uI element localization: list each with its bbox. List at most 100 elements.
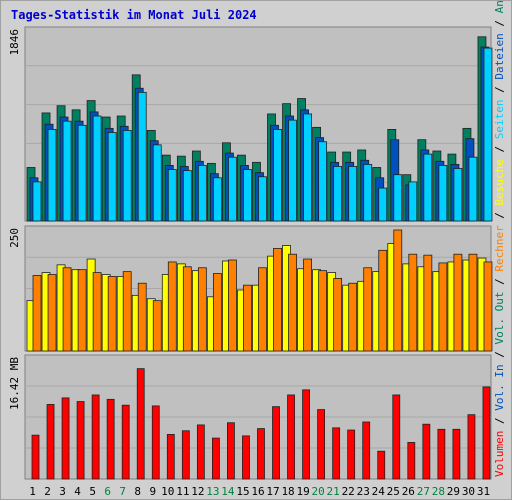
bar-seiten-30 bbox=[468, 156, 478, 222]
bar-volumen-22 bbox=[347, 429, 356, 480]
x-tick-label-28: 28 bbox=[432, 485, 445, 498]
bar-rechner-31 bbox=[483, 261, 493, 352]
bar-seiten-17 bbox=[273, 128, 282, 222]
bar-rechner-25 bbox=[393, 229, 403, 352]
bar-rechner-16 bbox=[258, 267, 267, 352]
x-tick-label-4: 4 bbox=[74, 485, 81, 498]
x-tick-label-17: 17 bbox=[266, 485, 279, 498]
bar-volumen-28 bbox=[437, 428, 446, 480]
bar-rechner-17 bbox=[273, 247, 282, 352]
bar-seiten-6 bbox=[107, 132, 117, 222]
legend-label: Anfragen bbox=[493, 1, 506, 13]
bar-volumen-4 bbox=[76, 401, 85, 480]
legend-label: Volumen bbox=[493, 431, 506, 477]
x-tick-label-13: 13 bbox=[206, 485, 219, 498]
bar-volumen-29 bbox=[452, 428, 461, 480]
x-tick-label-2: 2 bbox=[44, 485, 51, 498]
x-tick-label-21: 21 bbox=[327, 485, 340, 498]
bar-rechner-7 bbox=[122, 271, 132, 352]
bar-volumen-31 bbox=[482, 386, 491, 480]
bar-rechner-11 bbox=[182, 266, 192, 352]
bar-rechner-5 bbox=[92, 272, 102, 352]
legend-label: / bbox=[493, 80, 506, 100]
bar-seiten-27 bbox=[423, 153, 433, 222]
legend-label: Besuche bbox=[493, 159, 506, 205]
bar-seiten-4 bbox=[77, 124, 87, 222]
x-tick-label-6: 6 bbox=[104, 485, 111, 498]
bar-volumen-2 bbox=[46, 404, 55, 480]
x-tick-label-29: 29 bbox=[447, 485, 460, 498]
bar-seiten-29 bbox=[453, 168, 463, 222]
bar-volumen-23 bbox=[362, 421, 371, 480]
bar-volumen-10 bbox=[166, 434, 175, 480]
bar-volumen-20 bbox=[317, 409, 326, 480]
x-tick-label-7: 7 bbox=[119, 485, 126, 498]
bar-rechner-22 bbox=[348, 282, 358, 352]
bar-rechner-1 bbox=[32, 275, 42, 352]
bar-seiten-24 bbox=[378, 187, 388, 222]
y-max-label-bottom: 16.42 MB bbox=[8, 357, 21, 410]
bar-seiten-25 bbox=[393, 174, 403, 222]
bar-volumen-25 bbox=[392, 394, 401, 480]
bar-volumen-30 bbox=[467, 414, 476, 480]
legend-label: / bbox=[493, 411, 506, 431]
bar-volumen-12 bbox=[196, 424, 205, 480]
right-legend: Volumen / Vol. In / Vol. Out / Rechner /… bbox=[493, 1, 506, 477]
panel-bottom: 16.42 MB bbox=[8, 354, 492, 480]
legend-label: Dateien bbox=[493, 33, 506, 79]
x-tick-label-22: 22 bbox=[342, 485, 355, 498]
bar-seiten-2 bbox=[47, 128, 57, 222]
bar-seiten-3 bbox=[62, 120, 72, 222]
x-tick-label-5: 5 bbox=[89, 485, 96, 498]
bar-seiten-1 bbox=[32, 181, 42, 222]
bar-rechner-28 bbox=[438, 262, 448, 352]
bar-rechner-19 bbox=[303, 258, 312, 352]
bar-rechner-13 bbox=[212, 273, 222, 352]
x-tick-label-16: 16 bbox=[251, 485, 264, 498]
bar-volumen-18 bbox=[287, 394, 295, 480]
bar-seiten-5 bbox=[92, 115, 102, 222]
bar-volumen-17 bbox=[272, 406, 280, 480]
bar-volumen-13 bbox=[211, 437, 220, 480]
legend-label: / bbox=[493, 205, 506, 225]
bar-seiten-23 bbox=[363, 163, 373, 222]
bar-rechner-8 bbox=[137, 282, 147, 352]
legend-label: Vol. In bbox=[493, 364, 506, 410]
bar-seiten-31 bbox=[483, 47, 493, 222]
bar-volumen-5 bbox=[91, 394, 100, 480]
bar-volumen-27 bbox=[422, 423, 431, 480]
bar-volumen-11 bbox=[181, 430, 190, 480]
bar-seiten-8 bbox=[137, 91, 147, 222]
x-tick-label-15: 15 bbox=[236, 485, 249, 498]
bar-volumen-1 bbox=[31, 434, 40, 480]
legend-label: / bbox=[493, 139, 506, 159]
x-tick-label-23: 23 bbox=[357, 485, 370, 498]
bar-seiten-22 bbox=[348, 166, 358, 222]
x-tick-label-1: 1 bbox=[29, 485, 36, 498]
legend-label: / bbox=[493, 345, 506, 365]
bar-rechner-18 bbox=[288, 253, 297, 352]
y-max-label-middle: 250 bbox=[8, 228, 21, 248]
x-tick-label-12: 12 bbox=[191, 485, 204, 498]
x-tick-label-25: 25 bbox=[387, 485, 400, 498]
x-tick-label-9: 9 bbox=[149, 485, 156, 498]
bar-seiten-15 bbox=[243, 169, 252, 222]
x-tick-label-18: 18 bbox=[281, 485, 294, 498]
x-tick-label-30: 30 bbox=[462, 485, 475, 498]
bar-volumen-24 bbox=[377, 450, 386, 480]
bar-rechner-10 bbox=[167, 261, 177, 352]
chart-title: Tages-Statistik im Monat Juli 2024 bbox=[11, 8, 257, 22]
bar-rechner-9 bbox=[152, 300, 162, 352]
bar-rechner-23 bbox=[363, 267, 373, 352]
legend-label: Rechner bbox=[493, 225, 506, 272]
bar-seiten-18 bbox=[288, 119, 297, 222]
x-tick-label-8: 8 bbox=[134, 485, 141, 498]
bar-seiten-16 bbox=[258, 176, 267, 222]
bar-volumen-21 bbox=[332, 427, 341, 480]
x-tick-label-11: 11 bbox=[176, 485, 189, 498]
legend-label: Vol. Out bbox=[493, 292, 506, 345]
bar-seiten-9 bbox=[152, 144, 162, 222]
bar-rechner-2 bbox=[47, 274, 57, 352]
